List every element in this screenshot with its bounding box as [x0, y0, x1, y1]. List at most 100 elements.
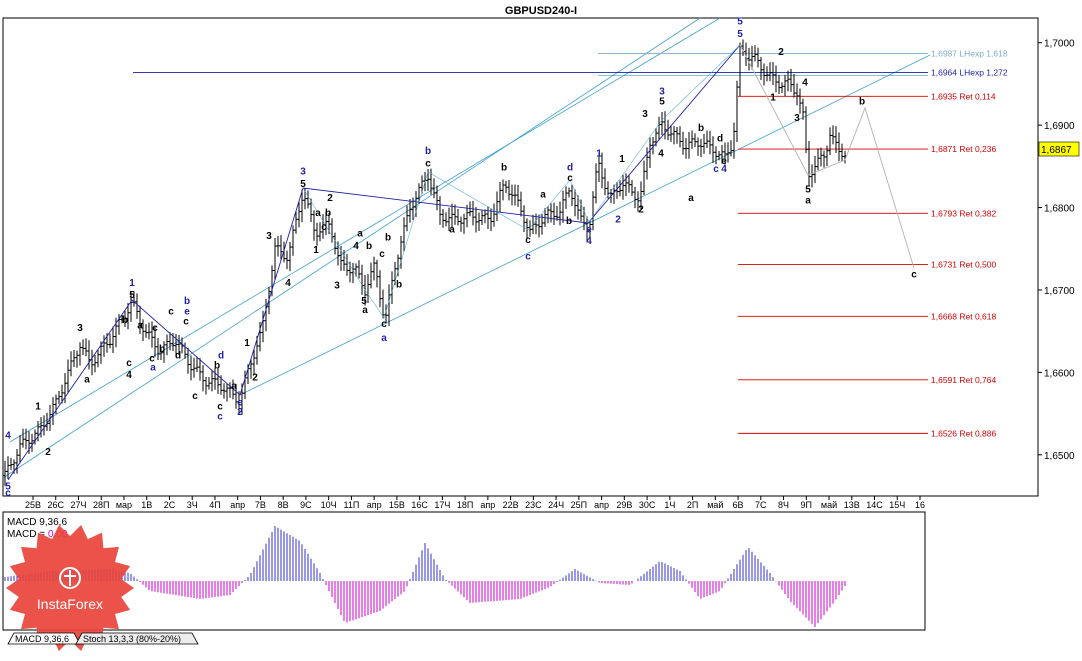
- time-tick-label: 16: [915, 500, 925, 510]
- wave-label: a: [84, 374, 90, 385]
- wave-label: c: [525, 235, 531, 246]
- wave-label: 3: [300, 167, 306, 178]
- macd-histogram: [4, 526, 846, 627]
- wave-label: b: [159, 344, 165, 355]
- wave-label: d: [567, 162, 573, 173]
- wave-label: 2: [237, 407, 243, 418]
- wave-label: c: [381, 319, 387, 330]
- price-axis: 1,7000 1,6900 1,6800 1,6700 1,6600 1,6500: [1038, 39, 1075, 462]
- time-tick-label: май: [707, 500, 723, 510]
- wave-label: 1: [35, 401, 41, 412]
- wave-label: a: [362, 305, 368, 316]
- wave-label: c: [525, 251, 531, 262]
- tab-macd[interactable]: [7, 632, 81, 645]
- time-tick-label: 17Ч: [434, 500, 450, 510]
- time-tick-label: 3Ч: [187, 500, 198, 510]
- wave-label: 1: [596, 148, 602, 159]
- chart-title: GBPUSD240-I: [505, 5, 577, 17]
- time-tick-label: 23С: [525, 500, 542, 510]
- wave-label: b: [501, 162, 507, 173]
- time-tick-label: мар: [116, 500, 132, 510]
- time-tick-label: 9С: [300, 500, 312, 510]
- time-tick-label: 15В: [389, 500, 405, 510]
- time-tick-label: 18П: [457, 500, 473, 510]
- wave-label: b: [214, 360, 220, 371]
- time-tick-label: 8В: [278, 500, 289, 510]
- wave-label: 3: [642, 109, 648, 120]
- wave-label: d: [175, 350, 181, 361]
- fib-level-label: 1,6935 Ret 0,114: [931, 91, 996, 101]
- time-tick-label: 7С: [755, 500, 767, 510]
- time-tick-label: май: [821, 500, 837, 510]
- time-tick-label: 28П: [93, 500, 109, 510]
- wave-label: e: [586, 224, 592, 235]
- wave-label: a: [449, 224, 455, 235]
- time-tick-label: 2П: [687, 500, 698, 510]
- wave-label: b: [566, 216, 572, 227]
- wave-label: a: [357, 228, 363, 239]
- wave-label: 1: [619, 154, 625, 165]
- wave-label: 3: [334, 280, 340, 291]
- fib-level-label: 1,6591 Ret 0,764: [931, 375, 996, 385]
- time-tick-label: 26С: [47, 500, 64, 510]
- wave-label: c: [567, 173, 573, 184]
- trend-channels: [2, 17, 931, 479]
- time-tick-label: 15Ч: [889, 500, 905, 510]
- time-tick-label: 6В: [733, 500, 744, 510]
- wave-label: c: [126, 358, 132, 369]
- wave-label: 1: [313, 245, 319, 256]
- wave-line-primary: [7, 44, 741, 481]
- logo-icon: [59, 567, 81, 589]
- time-tick-label: 27Ч: [70, 500, 86, 510]
- wave-label: b: [325, 208, 331, 219]
- time-tick-label: 30С: [639, 500, 656, 510]
- wave-label: 2: [45, 447, 51, 458]
- wave-label: 5: [737, 17, 743, 28]
- price-bars: [3, 39, 847, 486]
- fib-level-label: 1,6987 LHexp 1,618: [931, 48, 1008, 58]
- wave-label: c: [217, 401, 223, 412]
- wave-label: c: [192, 391, 198, 402]
- price-tick-label: 1,6700: [1044, 286, 1075, 297]
- wave-label: a: [231, 381, 237, 392]
- time-tick-label: 13В: [844, 500, 860, 510]
- wave-label: c: [713, 164, 719, 175]
- wave-label: b: [859, 97, 865, 108]
- time-tick-label: 1Ч: [664, 500, 675, 510]
- time-tick-label: апр: [367, 500, 382, 510]
- time-tick-label: 29В: [616, 500, 632, 510]
- macd-value-label: MACD =: [7, 529, 45, 540]
- wave-label: c: [379, 249, 385, 260]
- wave-label: e: [721, 156, 727, 167]
- wave-label: e: [184, 307, 190, 318]
- wave-label: c: [5, 488, 11, 499]
- price-tick-label: 1,7000: [1044, 39, 1075, 50]
- wave-label: 4: [353, 241, 359, 252]
- tab-stoch-label: Stoch 13,3,3 (80%-20%): [83, 634, 181, 644]
- wave-label: a: [150, 363, 156, 374]
- time-tick-label: 22В: [503, 500, 519, 510]
- fibonacci-levels: 1,6987 LHexp 1,618 1,6964 LHexp 1,272 1,69…: [133, 48, 1008, 438]
- wave-label: c: [152, 323, 158, 334]
- wave-label: b: [122, 315, 128, 326]
- tab-stoch[interactable]: [75, 632, 199, 645]
- wave-label: 3: [266, 231, 272, 242]
- wave-label: 2: [252, 373, 258, 384]
- wave-line-projection: [739, 44, 915, 269]
- wave-label: a: [805, 195, 811, 206]
- channel-line: [2, 17, 701, 479]
- wave-label: c: [149, 354, 155, 365]
- wave-line-minor: [302, 44, 741, 319]
- wave-label: c: [911, 270, 917, 281]
- time-tick-label: 25П: [571, 500, 587, 510]
- channel-line: [9, 17, 721, 443]
- wave-label: 1: [244, 338, 250, 349]
- time-tick-label: апр: [480, 500, 495, 510]
- wave-label: 5: [659, 97, 665, 108]
- wave-label: a: [137, 321, 143, 332]
- wave-label: 4: [586, 236, 592, 247]
- fib-level-label: 1,6964 LHexp 1,272: [931, 67, 1008, 77]
- wave-label: 2: [778, 47, 784, 58]
